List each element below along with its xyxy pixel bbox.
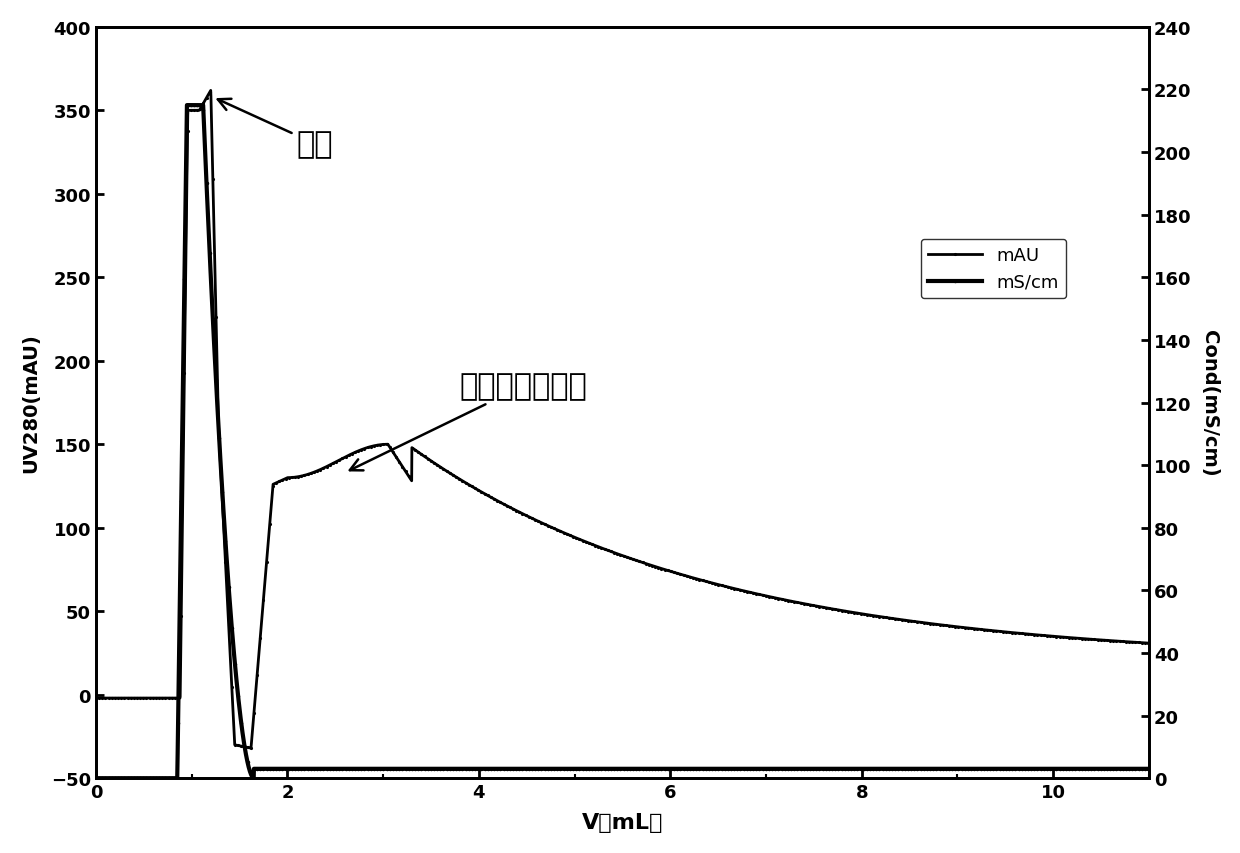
mAU [243,743,258,753]
Text: 盐峰: 盐峰 [218,100,334,159]
mS/cm [1142,763,1157,774]
Legend: mAU, mS/cm: mAU, mS/cm [921,240,1066,299]
X-axis label: V（mL）: V（mL） [582,812,663,833]
mS/cm [180,101,195,111]
mS/cm [955,763,970,774]
mAU [491,496,506,507]
mAU [955,623,970,633]
mAU [280,473,295,483]
Y-axis label: Cond(mS/cm): Cond(mS/cm) [1200,330,1219,476]
mS/cm [88,773,103,783]
Line: mS/cm: mS/cm [94,104,1151,780]
mAU [203,86,218,96]
Line: mAU: mAU [94,90,1151,750]
mAU [1142,638,1157,648]
mAU [874,612,889,623]
mAU [720,583,735,593]
mS/cm [774,763,789,774]
mAU [774,595,789,605]
mS/cm [280,763,295,774]
mAU [88,693,103,704]
mS/cm [874,763,889,774]
mS/cm [491,763,506,774]
Text: 固相修饰产物峰: 固相修饰产物峰 [350,372,588,471]
mS/cm [720,763,735,774]
Y-axis label: UV280(mAU): UV280(mAU) [21,334,40,473]
